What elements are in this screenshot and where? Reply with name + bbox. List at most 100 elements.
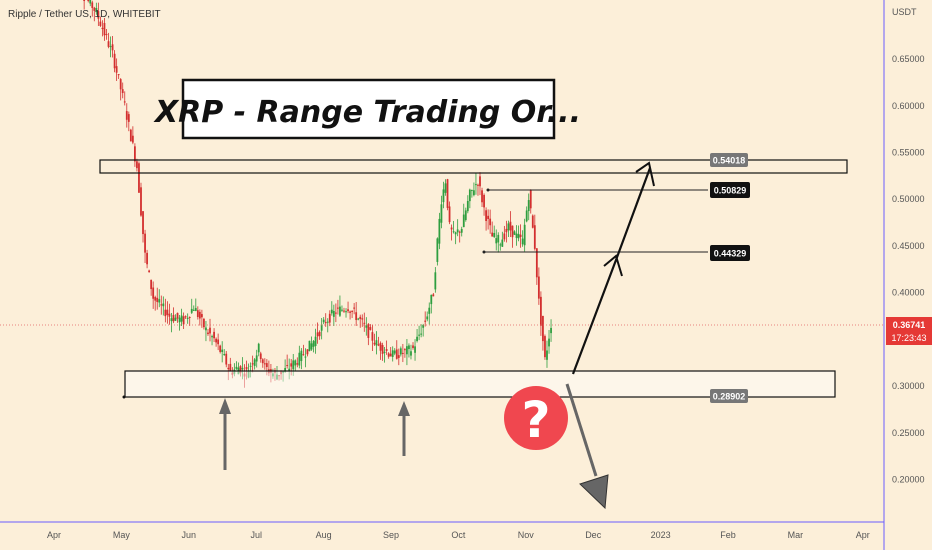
candle-up bbox=[180, 315, 183, 322]
zone-anchor-dot bbox=[122, 395, 126, 399]
candle-up bbox=[288, 368, 291, 372]
candle-up bbox=[546, 350, 548, 360]
candle-down bbox=[115, 66, 118, 73]
level-label-text: 0.50829 bbox=[714, 186, 747, 196]
candles-group bbox=[83, 0, 552, 388]
candle-down bbox=[219, 345, 222, 352]
candle-up bbox=[294, 360, 297, 366]
time-tick-label: Jun bbox=[182, 530, 197, 540]
chart-title: XRP - Range Trading Or... bbox=[153, 95, 581, 130]
candle-up bbox=[495, 238, 498, 244]
candle-up bbox=[436, 238, 439, 262]
candle-up bbox=[272, 373, 274, 377]
time-tick-label: May bbox=[113, 530, 131, 540]
bullish-arrowhead-1 bbox=[603, 254, 623, 277]
candle-down bbox=[168, 313, 171, 317]
candle-down bbox=[286, 365, 289, 367]
time-tick-label: Jul bbox=[250, 530, 262, 540]
candle-down bbox=[373, 342, 376, 345]
time-axis[interactable]: Apr May Jun Jul Aug Sep Oct Nov Dec 2023 Feb Mar Apr bbox=[47, 530, 870, 540]
candle-down bbox=[347, 309, 349, 312]
candle-down bbox=[302, 354, 305, 356]
candle-down bbox=[117, 74, 120, 76]
candle-up bbox=[284, 368, 287, 372]
candle-down bbox=[318, 331, 321, 337]
candle-up bbox=[192, 309, 195, 311]
candle-up bbox=[507, 223, 510, 231]
candle-down bbox=[387, 353, 390, 357]
candle-down bbox=[489, 218, 492, 226]
resistance-zone[interactable] bbox=[99, 159, 848, 174]
candle-up bbox=[170, 318, 173, 322]
candle-up bbox=[332, 310, 335, 317]
candle-down bbox=[395, 349, 398, 359]
candle-down bbox=[245, 367, 248, 370]
time-tick-label: Apr bbox=[47, 530, 61, 540]
candle-up bbox=[247, 370, 250, 378]
support-arrow-1 bbox=[219, 398, 231, 470]
candle-up bbox=[470, 189, 473, 191]
candle-up bbox=[190, 308, 193, 313]
candle-up bbox=[523, 224, 526, 246]
candle-down bbox=[483, 194, 485, 208]
level-label-50829: 0.50829 bbox=[710, 182, 750, 198]
candle-down bbox=[239, 366, 242, 374]
candle-up bbox=[241, 367, 244, 370]
candle-up bbox=[282, 370, 284, 373]
candle-up bbox=[428, 307, 431, 314]
candle-up bbox=[292, 360, 295, 370]
bullish-arrowhead-2 bbox=[635, 161, 655, 187]
candle-down bbox=[217, 339, 220, 345]
candle-down bbox=[125, 111, 128, 120]
candle-down bbox=[154, 297, 157, 301]
candle-down bbox=[156, 297, 159, 303]
candle-up bbox=[464, 210, 467, 221]
candle-down bbox=[259, 353, 262, 359]
candle-up bbox=[550, 327, 552, 334]
bullish-path-arrow[interactable] bbox=[571, 167, 652, 375]
candle-down bbox=[160, 304, 163, 306]
candle-up bbox=[339, 306, 341, 316]
candle-down bbox=[505, 228, 508, 233]
candle-down bbox=[367, 324, 370, 338]
time-tick-label: Apr bbox=[856, 530, 870, 540]
svg-text:?: ? bbox=[521, 391, 550, 449]
candle-up bbox=[499, 244, 502, 246]
candle-up bbox=[310, 343, 313, 350]
candle-down bbox=[188, 317, 191, 319]
candle-down bbox=[511, 225, 514, 238]
candle-down bbox=[351, 310, 354, 312]
price-tick-label: 0.20000 bbox=[892, 475, 925, 485]
candle-down bbox=[363, 322, 366, 324]
candle-up bbox=[391, 350, 394, 357]
candle-down bbox=[361, 318, 364, 320]
candle-up bbox=[466, 200, 469, 212]
candle-down bbox=[203, 318, 205, 328]
level-label-text: 0.44329 bbox=[714, 249, 747, 259]
price-tick-label: 0.65000 bbox=[892, 54, 925, 64]
candle-down bbox=[251, 363, 254, 365]
candle-up bbox=[304, 356, 307, 358]
price-tick-label: 0.55000 bbox=[892, 148, 925, 158]
candle-down bbox=[225, 353, 228, 365]
candle-up bbox=[253, 359, 256, 366]
candle-down bbox=[231, 372, 234, 375]
candle-down bbox=[432, 294, 435, 297]
countdown-text: 17:23:43 bbox=[891, 333, 926, 343]
candle-up bbox=[473, 190, 475, 196]
candle-up bbox=[326, 321, 329, 323]
candle-up bbox=[438, 218, 441, 244]
candle-down bbox=[385, 349, 388, 351]
candle-down bbox=[381, 344, 384, 354]
candle-up bbox=[548, 338, 550, 347]
bearish-arrow[interactable] bbox=[565, 383, 609, 510]
time-tick-label: Sep bbox=[383, 530, 399, 540]
level-label-text: 0.28902 bbox=[713, 392, 746, 402]
time-tick-label: 2023 bbox=[651, 530, 671, 540]
candle-down bbox=[215, 338, 217, 343]
time-tick-label: Nov bbox=[518, 530, 535, 540]
candle-down bbox=[403, 349, 406, 351]
candle-down bbox=[491, 232, 494, 237]
candle-down bbox=[337, 307, 339, 309]
